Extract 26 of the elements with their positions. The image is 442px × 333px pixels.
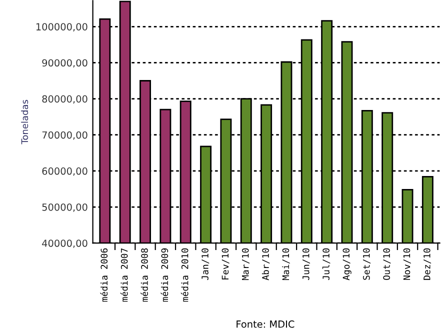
x-tick-label: Jul/10 (322, 248, 330, 280)
x-tick-label: Ago/10 (342, 248, 352, 280)
x-tick-label: Fev/10 (222, 248, 230, 280)
x-tick-label: Jun/10 (302, 248, 310, 280)
y-tick-label: 80000,00 (42, 95, 88, 104)
y-axis-title: Toneladas (21, 100, 28, 144)
y-tick-label: 90000,00 (42, 59, 88, 68)
x-tick-label: média 2009 (160, 248, 168, 302)
x-tick-label: média 2010 (180, 248, 188, 302)
x-tick-label: Mai/10 (282, 248, 290, 280)
y-tick-label: 60000,00 (42, 167, 88, 176)
y-tick-label: 70000,00 (42, 131, 88, 140)
y-tick-label: 40000,00 (42, 240, 88, 248)
x-tick-label: média 2007 (120, 248, 128, 302)
source-note: Fonte: MDIC (236, 320, 294, 328)
x-tick-label: média 2008 (140, 248, 148, 302)
x-tick-label: Jan/10 (202, 248, 210, 280)
x-tick-label: Nov/10 (403, 248, 411, 280)
x-tick-label: Out/10 (383, 248, 391, 280)
x-tick-label: Abr/10 (262, 248, 270, 280)
x-tick-label: Set/10 (362, 248, 371, 280)
x-tick-label: Mar/10 (242, 248, 250, 280)
x-tick-label: Dez/10 (424, 248, 432, 280)
x-tick-label: média 2006 (100, 248, 108, 302)
y-tick-label: 100000,00 (36, 23, 88, 32)
y-tick-label: 50000,00 (42, 203, 88, 212)
